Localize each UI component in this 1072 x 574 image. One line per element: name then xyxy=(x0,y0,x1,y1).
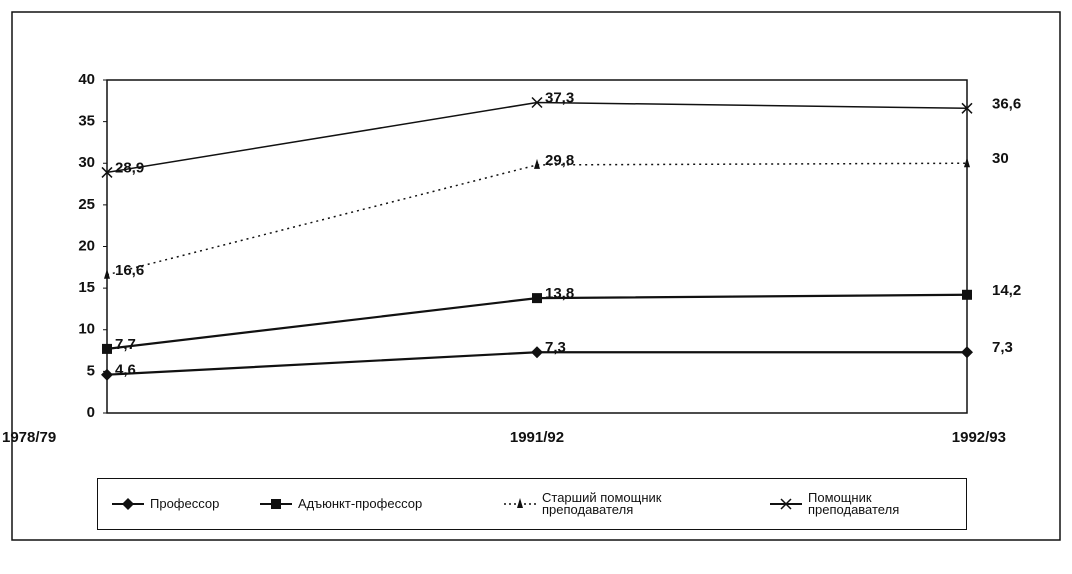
y-tick-label: 0 xyxy=(87,404,95,421)
legend-label: Адъюнкт-профессор xyxy=(298,496,423,511)
data-label: 7,3 xyxy=(992,339,1013,356)
legend-icon xyxy=(260,499,292,509)
point xyxy=(961,102,973,114)
frame xyxy=(11,11,1061,541)
point xyxy=(531,346,543,359)
data-label: 13,8 xyxy=(545,285,574,302)
legend-label: Помощник преподавателя xyxy=(808,490,900,517)
y-tick-label: 10 xyxy=(78,321,95,338)
y-tick-label: 20 xyxy=(78,237,95,254)
data-label: 7,7 xyxy=(115,336,136,353)
legend-item: Помощник преподавателя xyxy=(768,479,958,529)
legend-marker xyxy=(517,498,523,508)
y-tick-label: 35 xyxy=(78,113,95,130)
point xyxy=(532,293,542,304)
y-tick-label: 30 xyxy=(78,154,95,171)
data-label: 36,6 xyxy=(992,95,1021,112)
y-tick-label: 40 xyxy=(78,71,95,88)
x-tick-label: 1991/92 xyxy=(510,429,564,446)
legend-marker xyxy=(271,499,281,509)
legend-item: Старший помощник преподавателя xyxy=(502,479,692,529)
point xyxy=(104,268,110,279)
legend-icon xyxy=(504,498,536,508)
y-tick-label: 15 xyxy=(78,279,95,296)
data-label: 16,6 xyxy=(115,262,144,279)
data-label: 4,6 xyxy=(115,362,136,379)
point xyxy=(534,158,540,169)
point xyxy=(102,343,112,354)
data-label: 28,9 xyxy=(115,159,144,176)
data-label: 14,2 xyxy=(992,282,1021,299)
legend-icon xyxy=(770,498,802,510)
legend-label: Старший помощник преподавателя xyxy=(542,490,662,517)
data-label: 37,3 xyxy=(545,89,574,106)
legend-item: Профессор xyxy=(110,479,219,529)
plot-area xyxy=(106,79,968,414)
legend-marker xyxy=(780,498,792,510)
point xyxy=(101,166,113,178)
data-label: 7,3 xyxy=(545,339,566,356)
point xyxy=(531,96,543,109)
legend-label: Профессор xyxy=(150,496,220,511)
data-label: 29,8 xyxy=(545,152,574,169)
x-tick-label: 1978/79 xyxy=(2,429,56,446)
legend: Профессор Адъюнкт-профессор Старший помощн… xyxy=(97,478,967,530)
series-line xyxy=(106,162,968,276)
legend-item: Адъюнкт-профессор xyxy=(258,479,422,529)
x-tick-label: 1992/93 xyxy=(952,429,1006,446)
y-tick-label: 5 xyxy=(87,362,95,379)
point xyxy=(961,346,973,359)
point xyxy=(964,157,970,168)
data-label: 30 xyxy=(992,150,1009,167)
legend-marker xyxy=(122,498,134,510)
point xyxy=(962,289,972,300)
legend-icon xyxy=(112,498,144,510)
y-tick-label: 25 xyxy=(78,196,95,213)
point xyxy=(101,368,113,381)
